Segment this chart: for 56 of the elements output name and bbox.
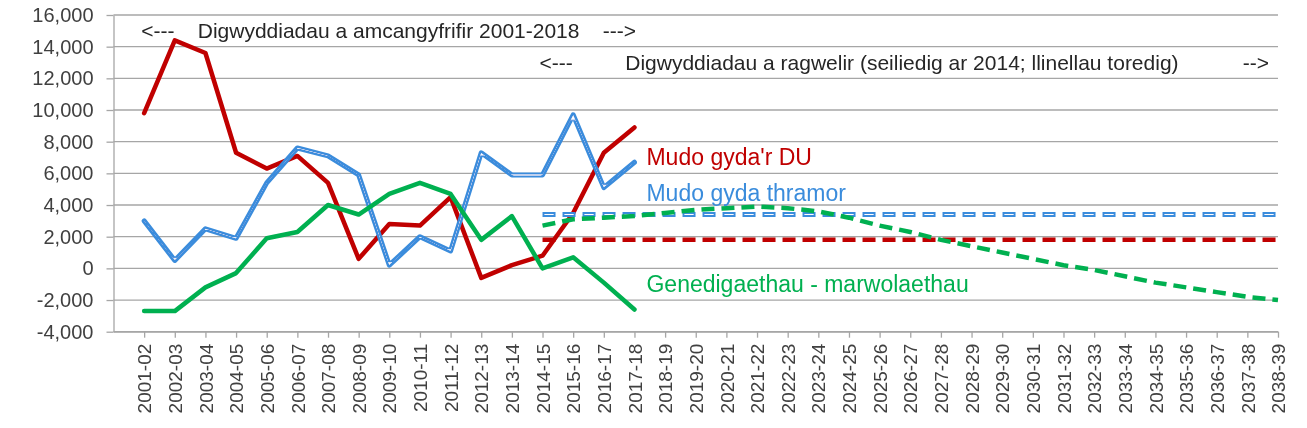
line-series: [141, 180, 637, 314]
y-tick-label: 10,000: [32, 98, 94, 121]
x-tick-label: 2019-20: [685, 343, 707, 414]
x-tick-label: 2006-07: [287, 343, 309, 414]
x-tick-label: 2002-03: [164, 343, 186, 414]
x-tick-label: 2005-06: [256, 343, 278, 414]
y-tick-label: 14,000: [32, 35, 94, 58]
y-tick-label: 8,000: [43, 130, 94, 153]
annotation: <--- Digwyddiadau a ragwelir (seiliedig ar 2014; llinellau toredig) -->: [539, 51, 1270, 75]
x-tick-label: 2011-12: [440, 343, 462, 413]
x-tick-label: 2032-33: [1084, 343, 1106, 414]
y-tick-label: 2,000: [43, 225, 94, 248]
x-tick-label: 2010-11: [410, 343, 432, 413]
x-tick-label: 2007-08: [318, 343, 340, 414]
x-tick-label: 2029-30: [992, 343, 1014, 414]
x-tick-label: 2013-14: [502, 343, 524, 414]
x-tick-label: 2028-29: [961, 343, 983, 414]
x-tick-label: 2009-10: [379, 343, 401, 414]
x-tick-label: 2023-24: [808, 343, 830, 414]
x-tick-label: 2033-34: [1114, 343, 1136, 414]
x-tick-label: 2016-17: [593, 343, 615, 414]
x-tick-label: 2003-04: [195, 343, 217, 414]
x-tick-label: 2020-21: [716, 343, 738, 414]
y-tick-label: 12,000: [32, 67, 94, 90]
series-label: Mudo gyda thramor: [646, 180, 847, 207]
x-tick-label: 2024-25: [839, 343, 861, 414]
y-tick-label: -2,000: [36, 288, 94, 311]
x-tick-label: 2027-28: [931, 343, 953, 414]
x-tick-label: 2036-37: [1206, 343, 1228, 414]
y-tick-label: -4,000: [36, 320, 94, 343]
series-label: Genedigaethau - marwolaethau: [646, 270, 969, 297]
x-tick-label: 2035-36: [1176, 343, 1198, 414]
annotation: <--- Digwyddiadau a amcangyfrifir 2001-2018 --->: [141, 19, 637, 43]
x-tick-label: 2030-31: [1022, 343, 1044, 414]
y-tick-label: 16,000: [32, 3, 94, 26]
x-tick-label: 2037-38: [1237, 343, 1259, 414]
x-tick-label: 2022-23: [777, 343, 799, 414]
y-tick-label: 4,000: [43, 193, 94, 216]
x-tick-label: 2026-27: [900, 343, 922, 414]
x-tick-label: 2015-16: [563, 343, 585, 414]
y-tick-label: 6,000: [43, 162, 94, 185]
x-tick-label: 2038-39: [1268, 343, 1290, 414]
x-tick-label: 2008-09: [348, 343, 370, 414]
x-tick-label: 2034-35: [1145, 343, 1167, 414]
x-tick-label: 2031-32: [1053, 343, 1075, 414]
series-label: Mudo gyda'r DU: [646, 143, 812, 170]
x-tick-label: 2012-13: [471, 343, 493, 414]
x-tick-label: 2014-15: [532, 343, 554, 414]
x-tick-label: 2018-19: [655, 343, 677, 414]
x-tick-label: 2017-18: [624, 343, 646, 414]
x-tick-label: 2004-05: [226, 343, 248, 414]
x-tick-label: 2021-22: [747, 343, 769, 414]
x-tick-label: 2001-02: [134, 343, 156, 414]
line-series: [540, 204, 1281, 303]
y-tick-label: 0: [82, 257, 94, 280]
x-tick-label: 2025-26: [869, 343, 891, 414]
